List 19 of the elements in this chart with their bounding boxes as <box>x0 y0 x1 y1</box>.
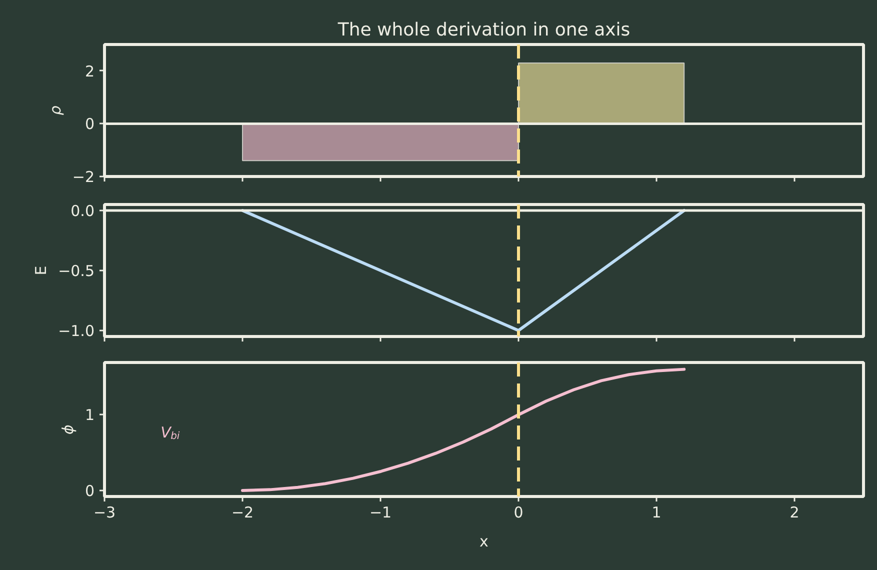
chart-title: The whole derivation in one axis <box>336 20 630 40</box>
x-axis-title: x <box>480 532 489 550</box>
x-tick-label: −2 <box>231 504 254 522</box>
y-tick-label: 0 <box>84 115 95 134</box>
y-axis-title: ϕ <box>58 424 77 434</box>
y-tick-label: 0 <box>84 482 95 500</box>
y-axis-title: E <box>32 266 50 276</box>
y-tick-label: −0.5 <box>58 262 95 280</box>
x-tick-label: 1 <box>652 504 662 522</box>
x-tick-label: −1 <box>369 504 392 522</box>
y-tick-label: 2 <box>84 62 95 80</box>
y-tick-label: −1.0 <box>58 322 95 340</box>
y-tick-label: 1 <box>84 406 95 424</box>
y-tick-label: −2 <box>72 168 95 186</box>
x-tick-label: 2 <box>790 504 800 522</box>
y-axis-title: ρ <box>46 105 64 116</box>
x-tick-label: −3 <box>93 504 116 522</box>
y-tick-label: 0.0 <box>70 202 95 220</box>
x-tick-label: 0 <box>514 504 524 522</box>
